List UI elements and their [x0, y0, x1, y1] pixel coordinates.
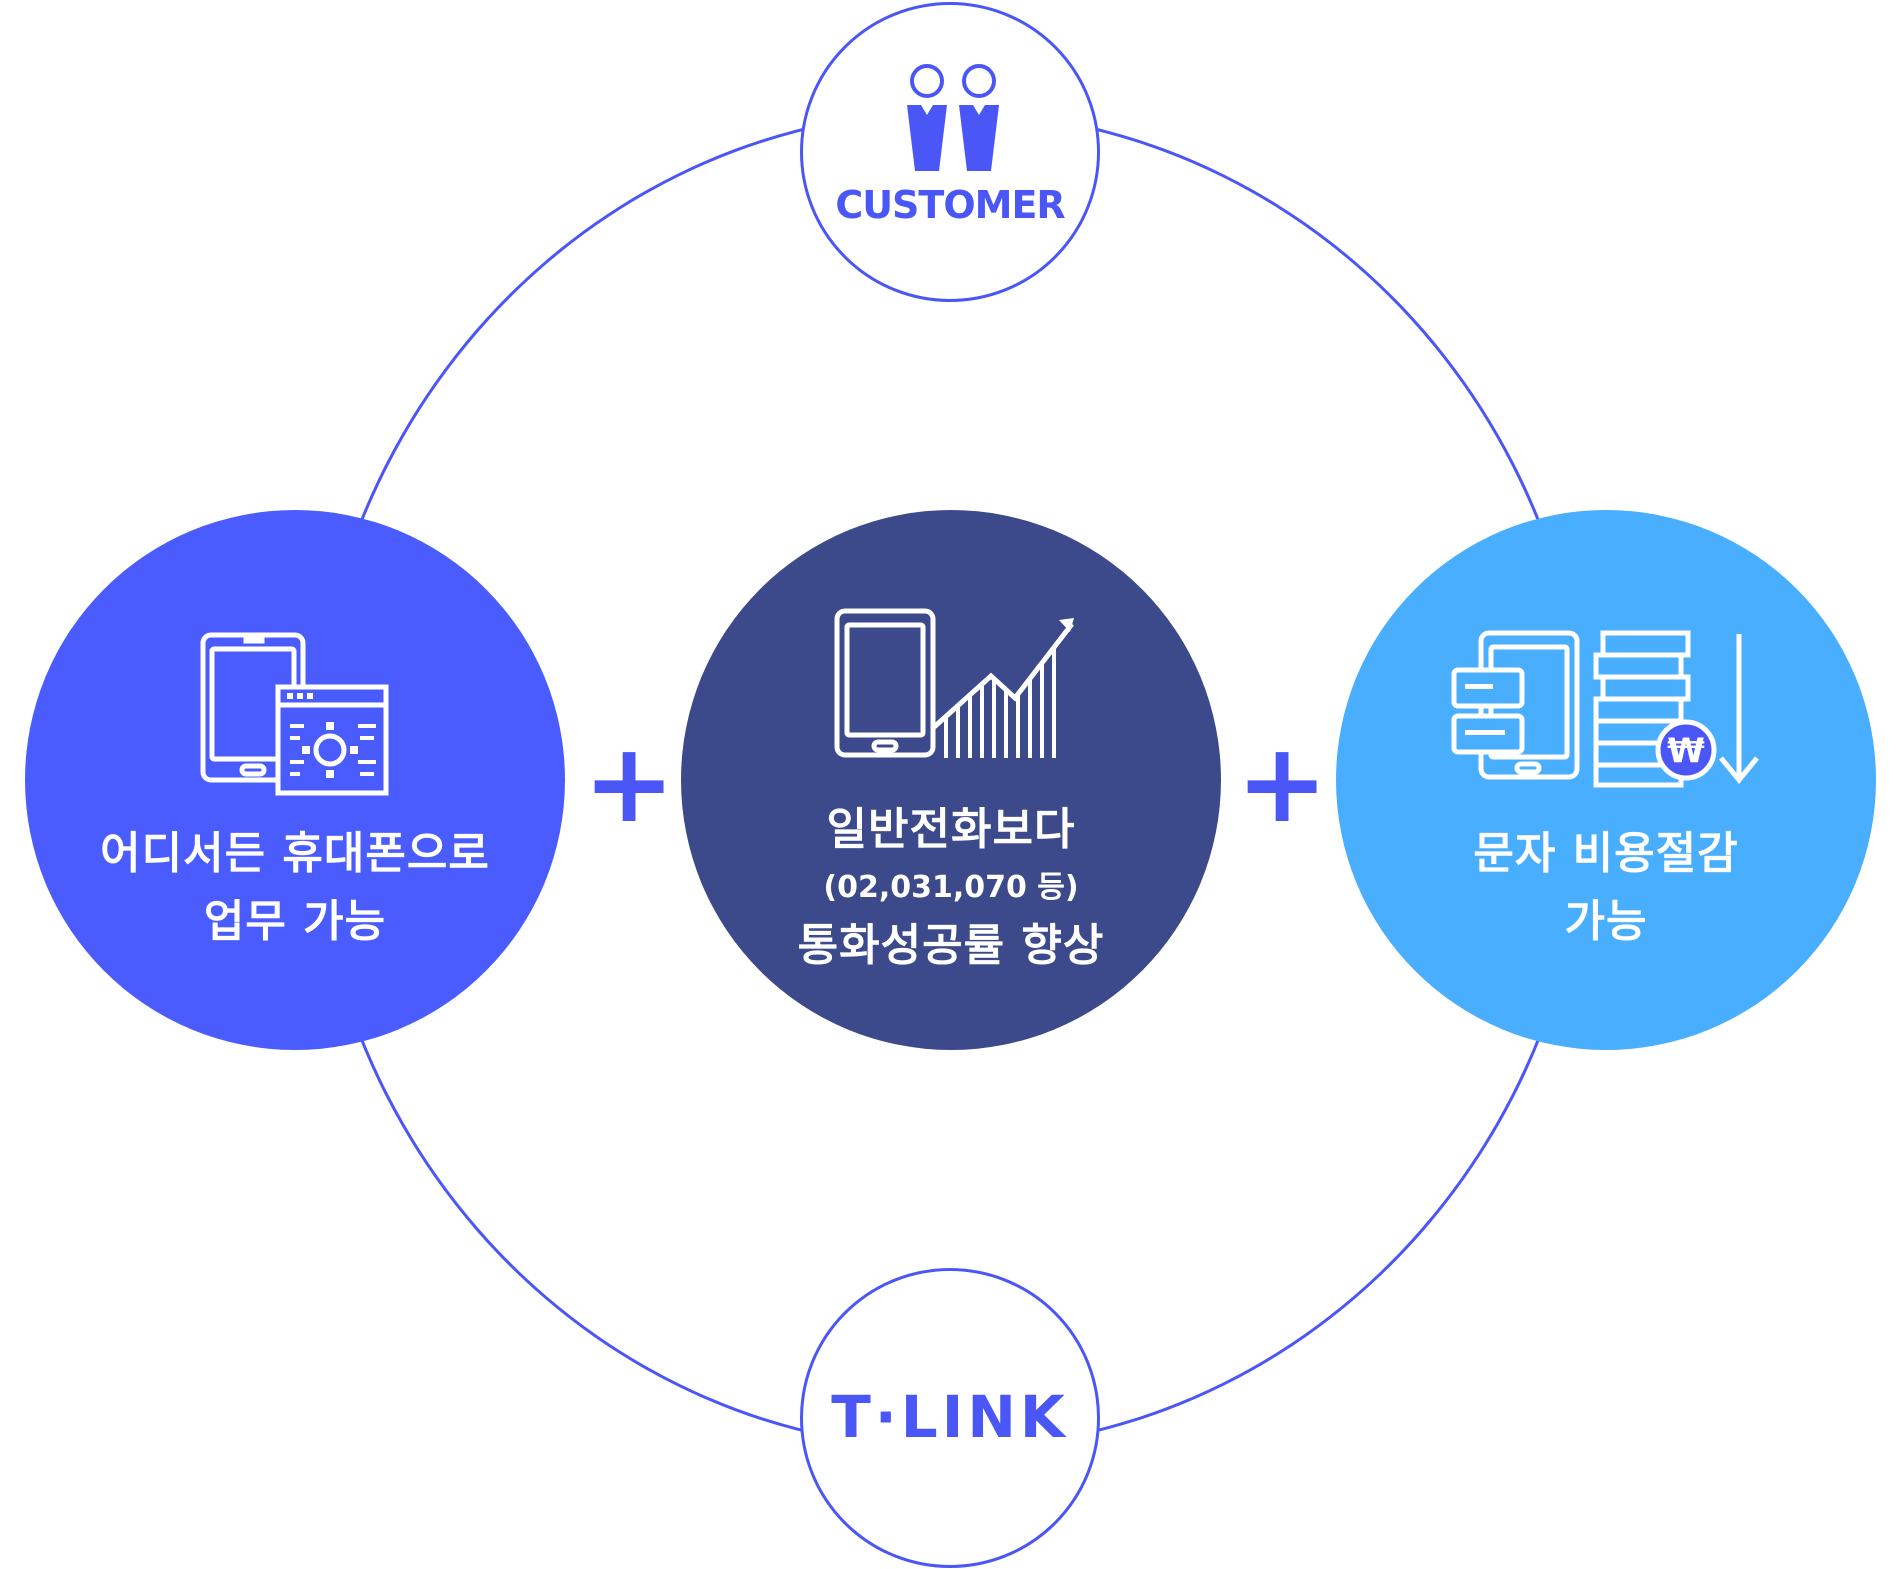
call-success-node: 일반전화보다 (02,031,070 등) 통화성공률 향상	[681, 510, 1221, 1050]
two-people-icon	[907, 64, 999, 171]
mobile-work-line1: 어디서든 휴대폰으로	[100, 828, 490, 879]
mobile-work-line2: 업무 가능	[203, 896, 387, 947]
tablet-settings-icon	[200, 632, 389, 796]
customer-node: CUSTOMER	[800, 2, 1100, 302]
sms-cost-node: ₩ 문자 비용절감 가능	[1336, 510, 1876, 1050]
tablet-growth-chart-icon	[834, 608, 1074, 758]
tlink-node: T·LINK	[800, 1268, 1100, 1568]
plus-connector-left: +	[583, 719, 676, 847]
sms-cost-line1: 문자 비용절감	[1473, 828, 1739, 879]
call-success-subline: (02,031,070 등)	[823, 870, 1079, 905]
call-success-line1: 일반전화보다	[826, 804, 1076, 855]
plus-connector-right: +	[1236, 719, 1329, 847]
customer-label: CUSTOMER	[835, 183, 1065, 227]
tlink-logo: T·LINK	[831, 1383, 1069, 1451]
sms-cost-down-icon: ₩	[1451, 630, 1759, 788]
won-sign-icon: ₩	[1667, 731, 1705, 771]
mobile-work-node: 어디서든 휴대폰으로 업무 가능	[25, 510, 565, 1050]
call-success-line2: 통화성공률 향상	[797, 920, 1105, 971]
sms-cost-line2: 가능	[1564, 896, 1648, 947]
